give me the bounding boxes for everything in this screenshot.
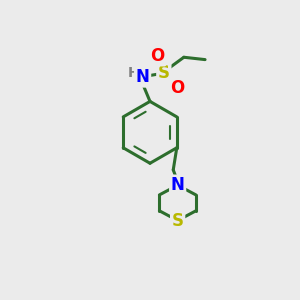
Text: O: O — [150, 47, 164, 65]
Text: N: N — [136, 68, 150, 86]
Text: N: N — [171, 176, 184, 194]
Text: S: S — [172, 212, 184, 230]
Text: O: O — [170, 79, 184, 97]
Text: H: H — [128, 66, 139, 80]
Text: S: S — [158, 64, 170, 82]
